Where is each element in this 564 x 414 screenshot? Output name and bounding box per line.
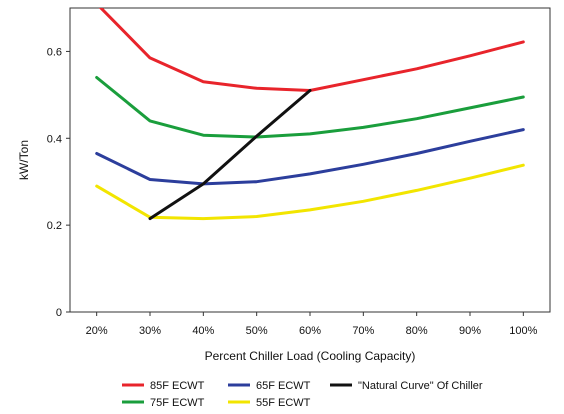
x-axis-ticks: 20% 30% 40% 50% 60% 70% 80% 90% 100%	[86, 312, 538, 337]
x-tick-label: 50%	[246, 325, 268, 337]
x-tick-label: 40%	[192, 325, 214, 337]
series-line-65f-ecwt	[95, 128, 525, 186]
series-line-natural-curve-of-chiller	[148, 89, 312, 221]
legend: 85F ECWT 65F ECWT "Natural Curve" Of Chill…	[122, 380, 483, 409]
legend-label-65f-ecwt: 65F ECWT	[256, 380, 311, 392]
y-axis-ticks: 0 0.2 0.4 0.6	[47, 46, 70, 319]
x-tick-label: 90%	[459, 325, 481, 337]
x-tick-label: 80%	[406, 325, 428, 337]
x-tick-label: 30%	[139, 325, 161, 337]
x-tick-label: 60%	[299, 325, 321, 337]
series-layer	[95, 8, 525, 221]
y-axis-label: kW/Ton	[17, 140, 31, 180]
y-tick-label: 0.4	[47, 133, 62, 145]
series-line-55f-ecwt	[95, 163, 525, 221]
x-tick-label: 100%	[509, 325, 537, 337]
legend-label-75f-ecwt: 75F ECWT	[150, 397, 205, 409]
legend-label-natural-curve-of-chiller: "Natural Curve" Of Chiller	[358, 380, 483, 392]
series-line-75f-ecwt	[95, 76, 525, 139]
x-tick-label: 20%	[86, 325, 108, 337]
x-tick-label: 70%	[352, 325, 374, 337]
legend-label-85f-ecwt: 85F ECWT	[150, 380, 205, 392]
legend-label-55f-ecwt: 55F ECWT	[256, 397, 311, 409]
y-tick-label: 0.6	[47, 46, 62, 58]
y-tick-label: 0.2	[47, 220, 62, 232]
y-tick-label: 0	[56, 307, 62, 319]
x-axis-label: Percent Chiller Load (Cooling Capacity)	[205, 349, 416, 363]
